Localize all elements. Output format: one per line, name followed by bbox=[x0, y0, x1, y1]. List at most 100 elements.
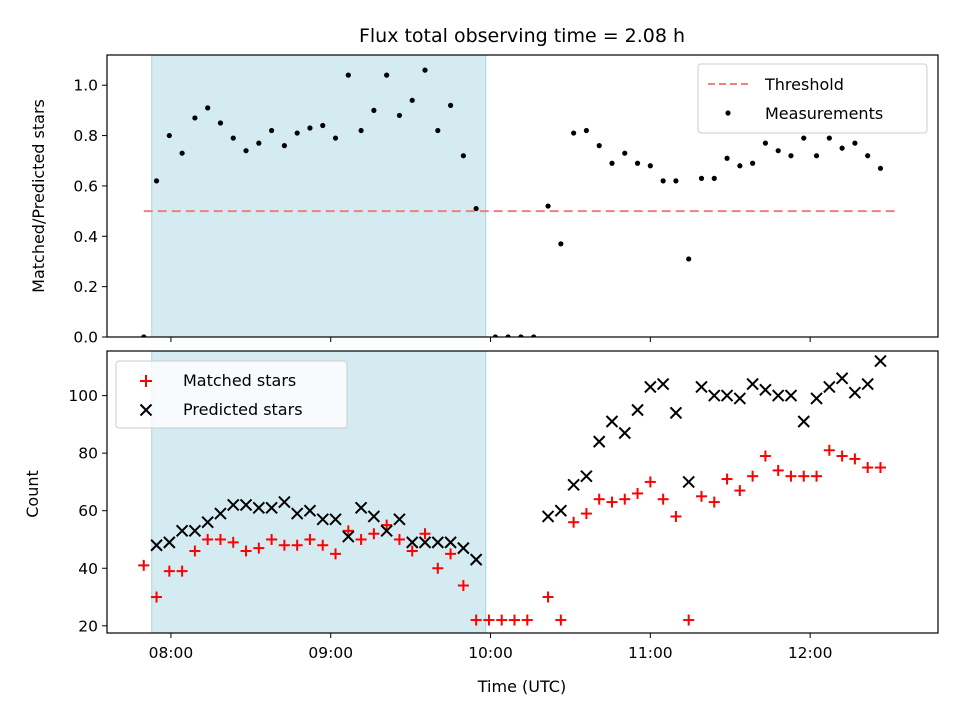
matched-star-point bbox=[176, 565, 188, 577]
measurement-point bbox=[345, 72, 351, 78]
measurement-point bbox=[473, 205, 479, 212]
predicted-star-point bbox=[469, 553, 483, 566]
bottom-panel: 20 40 60 80 100 08:00 09:00 10:00 11:00 12:00 Co… bbox=[23, 350, 939, 696]
predicted-star-point bbox=[163, 536, 176, 549]
matched-star-point bbox=[368, 528, 380, 540]
predicted-star-point bbox=[708, 389, 721, 402]
top-y-axis-label: Matched/Predicted stars bbox=[29, 99, 48, 293]
measurement-point bbox=[839, 145, 845, 151]
legend-threshold-label: Threshold bbox=[764, 75, 844, 94]
matched-star-point bbox=[836, 450, 848, 462]
matched-star-point bbox=[670, 510, 682, 522]
matched-star-point bbox=[644, 476, 656, 488]
top-y-tick-label: 1.0 bbox=[73, 77, 98, 95]
measurement-point bbox=[243, 148, 249, 154]
measurement-point bbox=[281, 143, 287, 149]
matched-star-point bbox=[202, 533, 214, 545]
measurement-point bbox=[141, 334, 147, 337]
matched-star-point bbox=[393, 533, 405, 545]
bottom-x-tick-label: 10:00 bbox=[468, 644, 513, 662]
measurement-point bbox=[826, 135, 832, 141]
bottom-y-tick-label: 80 bbox=[78, 445, 98, 463]
predicted-star-point bbox=[265, 501, 278, 515]
measurement-point bbox=[673, 178, 679, 184]
top-legend-box bbox=[697, 63, 928, 134]
predicted-star-point bbox=[316, 513, 329, 526]
measurement-point bbox=[737, 163, 743, 169]
predicted-star-point bbox=[733, 392, 747, 405]
observing-window-shade-top bbox=[151, 54, 487, 338]
predicted-star-point bbox=[656, 377, 670, 391]
bottom-x-tick-label: 11:00 bbox=[628, 644, 673, 662]
predicted-star-point bbox=[771, 389, 785, 402]
predicted-star-point bbox=[848, 386, 862, 399]
measurement-point bbox=[230, 135, 236, 141]
matched-star-point bbox=[342, 525, 354, 537]
matched-star-point bbox=[657, 493, 669, 505]
measurement-point bbox=[698, 175, 705, 181]
predicted-star-point bbox=[303, 504, 317, 517]
matched-star-point bbox=[381, 519, 393, 531]
matched-star-point bbox=[849, 453, 861, 465]
measurement-point bbox=[294, 130, 300, 136]
matched-star-point bbox=[445, 548, 457, 560]
matched-star-point bbox=[555, 614, 567, 626]
measurement-point bbox=[435, 127, 441, 134]
measurement-point bbox=[492, 334, 498, 337]
matched-star-point bbox=[632, 487, 644, 499]
measurement-point bbox=[660, 178, 666, 184]
matched-star-point bbox=[457, 580, 469, 592]
predicted-star-point bbox=[746, 377, 759, 391]
bottom-y-tick-label: 100 bbox=[68, 387, 98, 405]
predicted-star-point bbox=[444, 536, 457, 549]
matched-star-point bbox=[521, 614, 533, 626]
predicted-star-point bbox=[188, 524, 202, 538]
predicted-star-point bbox=[644, 380, 657, 394]
measurement-point bbox=[711, 175, 717, 181]
legend-measurements-label: Measurements bbox=[765, 104, 883, 123]
measurement-point bbox=[531, 334, 537, 337]
top-y-tick-label: 0.8 bbox=[73, 127, 98, 145]
measurement-point bbox=[686, 256, 692, 262]
measurement-point bbox=[409, 97, 415, 103]
predicted-star-point bbox=[367, 510, 381, 523]
matched-star-point bbox=[138, 559, 150, 571]
predicted-star-point bbox=[418, 536, 432, 549]
matched-star-point bbox=[759, 450, 771, 462]
top-y-tick-label: 0.6 bbox=[73, 177, 98, 195]
matched-star-point bbox=[509, 614, 521, 626]
matched-star-point bbox=[823, 444, 835, 456]
matched-star-point bbox=[291, 539, 303, 551]
predicted-star-point bbox=[835, 372, 849, 385]
bottom-legend-box bbox=[115, 360, 348, 429]
chart-title: Flux total observing time = 2.08 h bbox=[359, 25, 685, 47]
measurement-point bbox=[609, 160, 615, 166]
predicted-star-point bbox=[554, 504, 568, 517]
predicted-star-point bbox=[290, 507, 304, 520]
matched-star-point bbox=[330, 548, 342, 560]
measurement-point bbox=[788, 153, 794, 159]
measurement-point bbox=[217, 120, 224, 126]
predicted-star-point bbox=[278, 495, 291, 509]
predicted-star-point bbox=[393, 513, 406, 526]
measurement-point bbox=[166, 132, 172, 139]
matched-star-point bbox=[542, 591, 554, 603]
top-y-tick-label: 0.0 bbox=[73, 329, 98, 347]
predicted-star-point bbox=[631, 403, 644, 417]
predicted-star-point bbox=[342, 530, 355, 543]
matched-star-point bbox=[695, 490, 707, 502]
predicted-star-point bbox=[874, 354, 887, 368]
matched-star-point bbox=[317, 539, 329, 551]
measurement-point bbox=[447, 102, 454, 108]
matched-star-point bbox=[189, 545, 201, 557]
matched-star-point bbox=[593, 493, 605, 505]
matched-star-point bbox=[721, 473, 733, 485]
predicted-star-point bbox=[457, 541, 470, 555]
legend-measurements-swatch bbox=[725, 110, 731, 116]
predicted-star-point bbox=[541, 510, 555, 523]
matched-star-point bbox=[874, 462, 886, 474]
bottom-legend: Matched stars Predicted stars bbox=[115, 360, 348, 429]
predicted-star-point bbox=[431, 536, 445, 549]
measurement-point bbox=[801, 135, 807, 141]
